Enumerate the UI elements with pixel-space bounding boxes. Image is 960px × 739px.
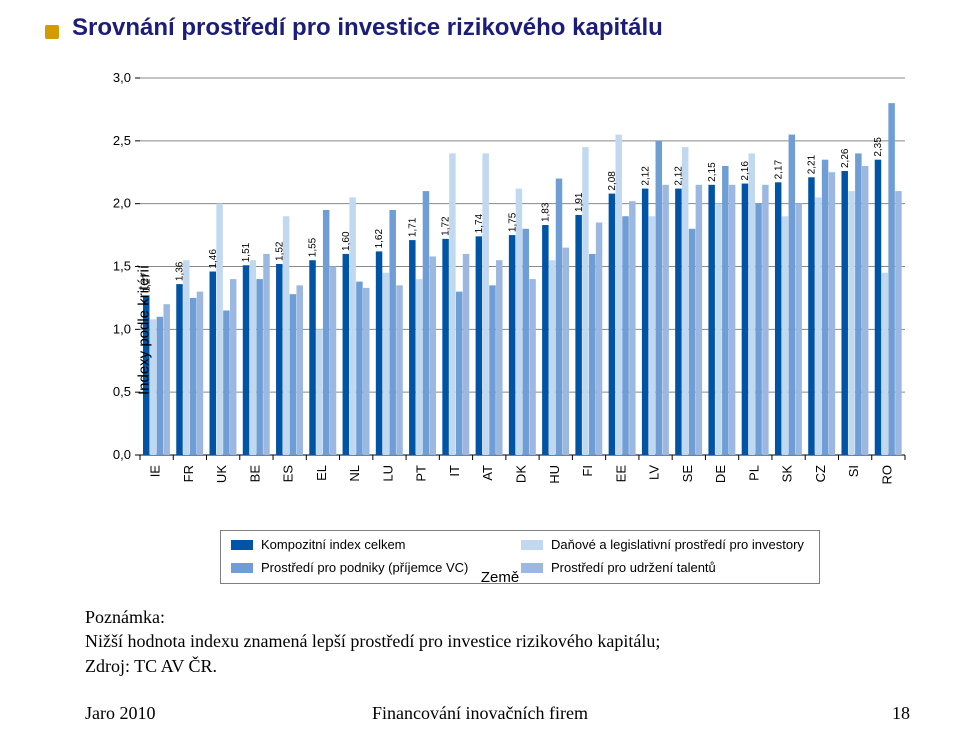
- svg-text:NL: NL: [347, 465, 362, 482]
- svg-text:0,0: 0,0: [113, 447, 131, 462]
- page-title: Srovnání prostředí pro investice rizikov…: [72, 14, 663, 42]
- svg-text:FI: FI: [580, 465, 595, 477]
- svg-text:2,26: 2,26: [840, 148, 851, 168]
- svg-text:RO: RO: [879, 465, 894, 485]
- svg-text:FR: FR: [181, 465, 196, 482]
- svg-text:CZ: CZ: [813, 465, 828, 482]
- svg-text:1,36: 1,36: [175, 261, 186, 281]
- svg-text:2,12: 2,12: [640, 166, 651, 186]
- y-axis-label: Indexy podle kritérií: [136, 265, 153, 395]
- svg-text:3,0: 3,0: [113, 70, 131, 85]
- note-block: Poznámka: Nižší hodnota indexu znamená l…: [85, 605, 660, 678]
- legend-item-talenty: Prostředí pro udržení talentů: [521, 560, 821, 575]
- svg-text:1,5: 1,5: [113, 259, 131, 274]
- svg-text:PT: PT: [414, 465, 429, 482]
- svg-text:DE: DE: [713, 465, 728, 483]
- svg-text:PL: PL: [746, 465, 761, 481]
- legend-label: Prostředí pro podniky (příjemce VC): [261, 560, 468, 575]
- note-label: Poznámka:: [85, 607, 165, 627]
- svg-text:1,55: 1,55: [308, 237, 319, 257]
- svg-text:2,12: 2,12: [674, 166, 685, 186]
- svg-text:1,91: 1,91: [574, 192, 585, 212]
- svg-text:IE: IE: [148, 465, 163, 478]
- legend-item-danove: Daňové a legislativní prostředí pro inve…: [521, 537, 821, 552]
- legend-swatch: [231, 563, 253, 573]
- svg-text:1,71: 1,71: [407, 217, 418, 237]
- svg-text:1,60: 1,60: [341, 231, 352, 251]
- svg-text:1,0: 1,0: [113, 321, 131, 336]
- legend-item-kompozit: Kompozitní index celkem: [231, 537, 511, 552]
- svg-text:1,62: 1,62: [374, 229, 385, 249]
- svg-text:2,35: 2,35: [873, 137, 884, 157]
- svg-text:1,74: 1,74: [474, 213, 485, 233]
- legend-label: Daňové a legislativní prostředí pro inve…: [551, 537, 804, 552]
- title-bullet: [45, 25, 59, 39]
- svg-text:EE: EE: [613, 465, 628, 483]
- svg-text:LV: LV: [647, 465, 662, 480]
- svg-text:1,83: 1,83: [541, 202, 552, 222]
- svg-text:1,72: 1,72: [441, 216, 452, 236]
- note-source: Zdroj: TC AV ČR.: [85, 656, 217, 676]
- svg-text:IT: IT: [447, 465, 462, 477]
- svg-text:2,17: 2,17: [773, 159, 784, 179]
- svg-text:2,15: 2,15: [707, 162, 718, 182]
- svg-text:BE: BE: [247, 465, 262, 483]
- note-text: Nižší hodnota indexu znamená lepší prost…: [85, 631, 660, 651]
- svg-text:1,51: 1,51: [241, 242, 252, 262]
- svg-text:0,5: 0,5: [113, 384, 131, 399]
- svg-text:1,75: 1,75: [507, 212, 518, 232]
- svg-text:DK: DK: [514, 465, 529, 483]
- svg-text:SE: SE: [680, 465, 695, 483]
- svg-text:SI: SI: [846, 465, 861, 477]
- svg-text:1,46: 1,46: [208, 249, 219, 269]
- chart-svg: 0,00,51,01,52,02,53,01,27IE1,36FR1,46UK1…: [85, 70, 915, 510]
- svg-text:2,16: 2,16: [740, 161, 751, 181]
- svg-text:AT: AT: [480, 465, 495, 481]
- svg-text:2,5: 2,5: [113, 133, 131, 148]
- svg-text:LU: LU: [380, 465, 395, 482]
- svg-text:ES: ES: [281, 465, 296, 483]
- legend-label: Prostředí pro udržení talentů: [551, 560, 716, 575]
- legend-swatch: [231, 540, 253, 550]
- legend-item-podniky: Prostředí pro podniky (příjemce VC): [231, 560, 511, 575]
- svg-text:UK: UK: [214, 465, 229, 483]
- footer-center: Financování inovačních firem: [0, 703, 960, 724]
- svg-text:EL: EL: [314, 465, 329, 481]
- footer-right: 18: [892, 703, 910, 724]
- legend-label: Kompozitní index celkem: [261, 537, 406, 552]
- legend-swatch: [521, 563, 543, 573]
- legend-swatch: [521, 540, 543, 550]
- svg-text:2,21: 2,21: [807, 154, 818, 174]
- svg-text:SK: SK: [780, 465, 795, 483]
- svg-text:2,08: 2,08: [607, 171, 618, 191]
- legend: Kompozitní index celkem Daňové a legisla…: [220, 530, 820, 584]
- svg-text:1,52: 1,52: [274, 241, 285, 261]
- svg-text:HU: HU: [547, 465, 562, 484]
- svg-text:2,0: 2,0: [113, 196, 131, 211]
- bar-chart: Indexy podle kritérií 0,0 0,5 1,0 1,5 2,0 2,5…: [85, 70, 915, 510]
